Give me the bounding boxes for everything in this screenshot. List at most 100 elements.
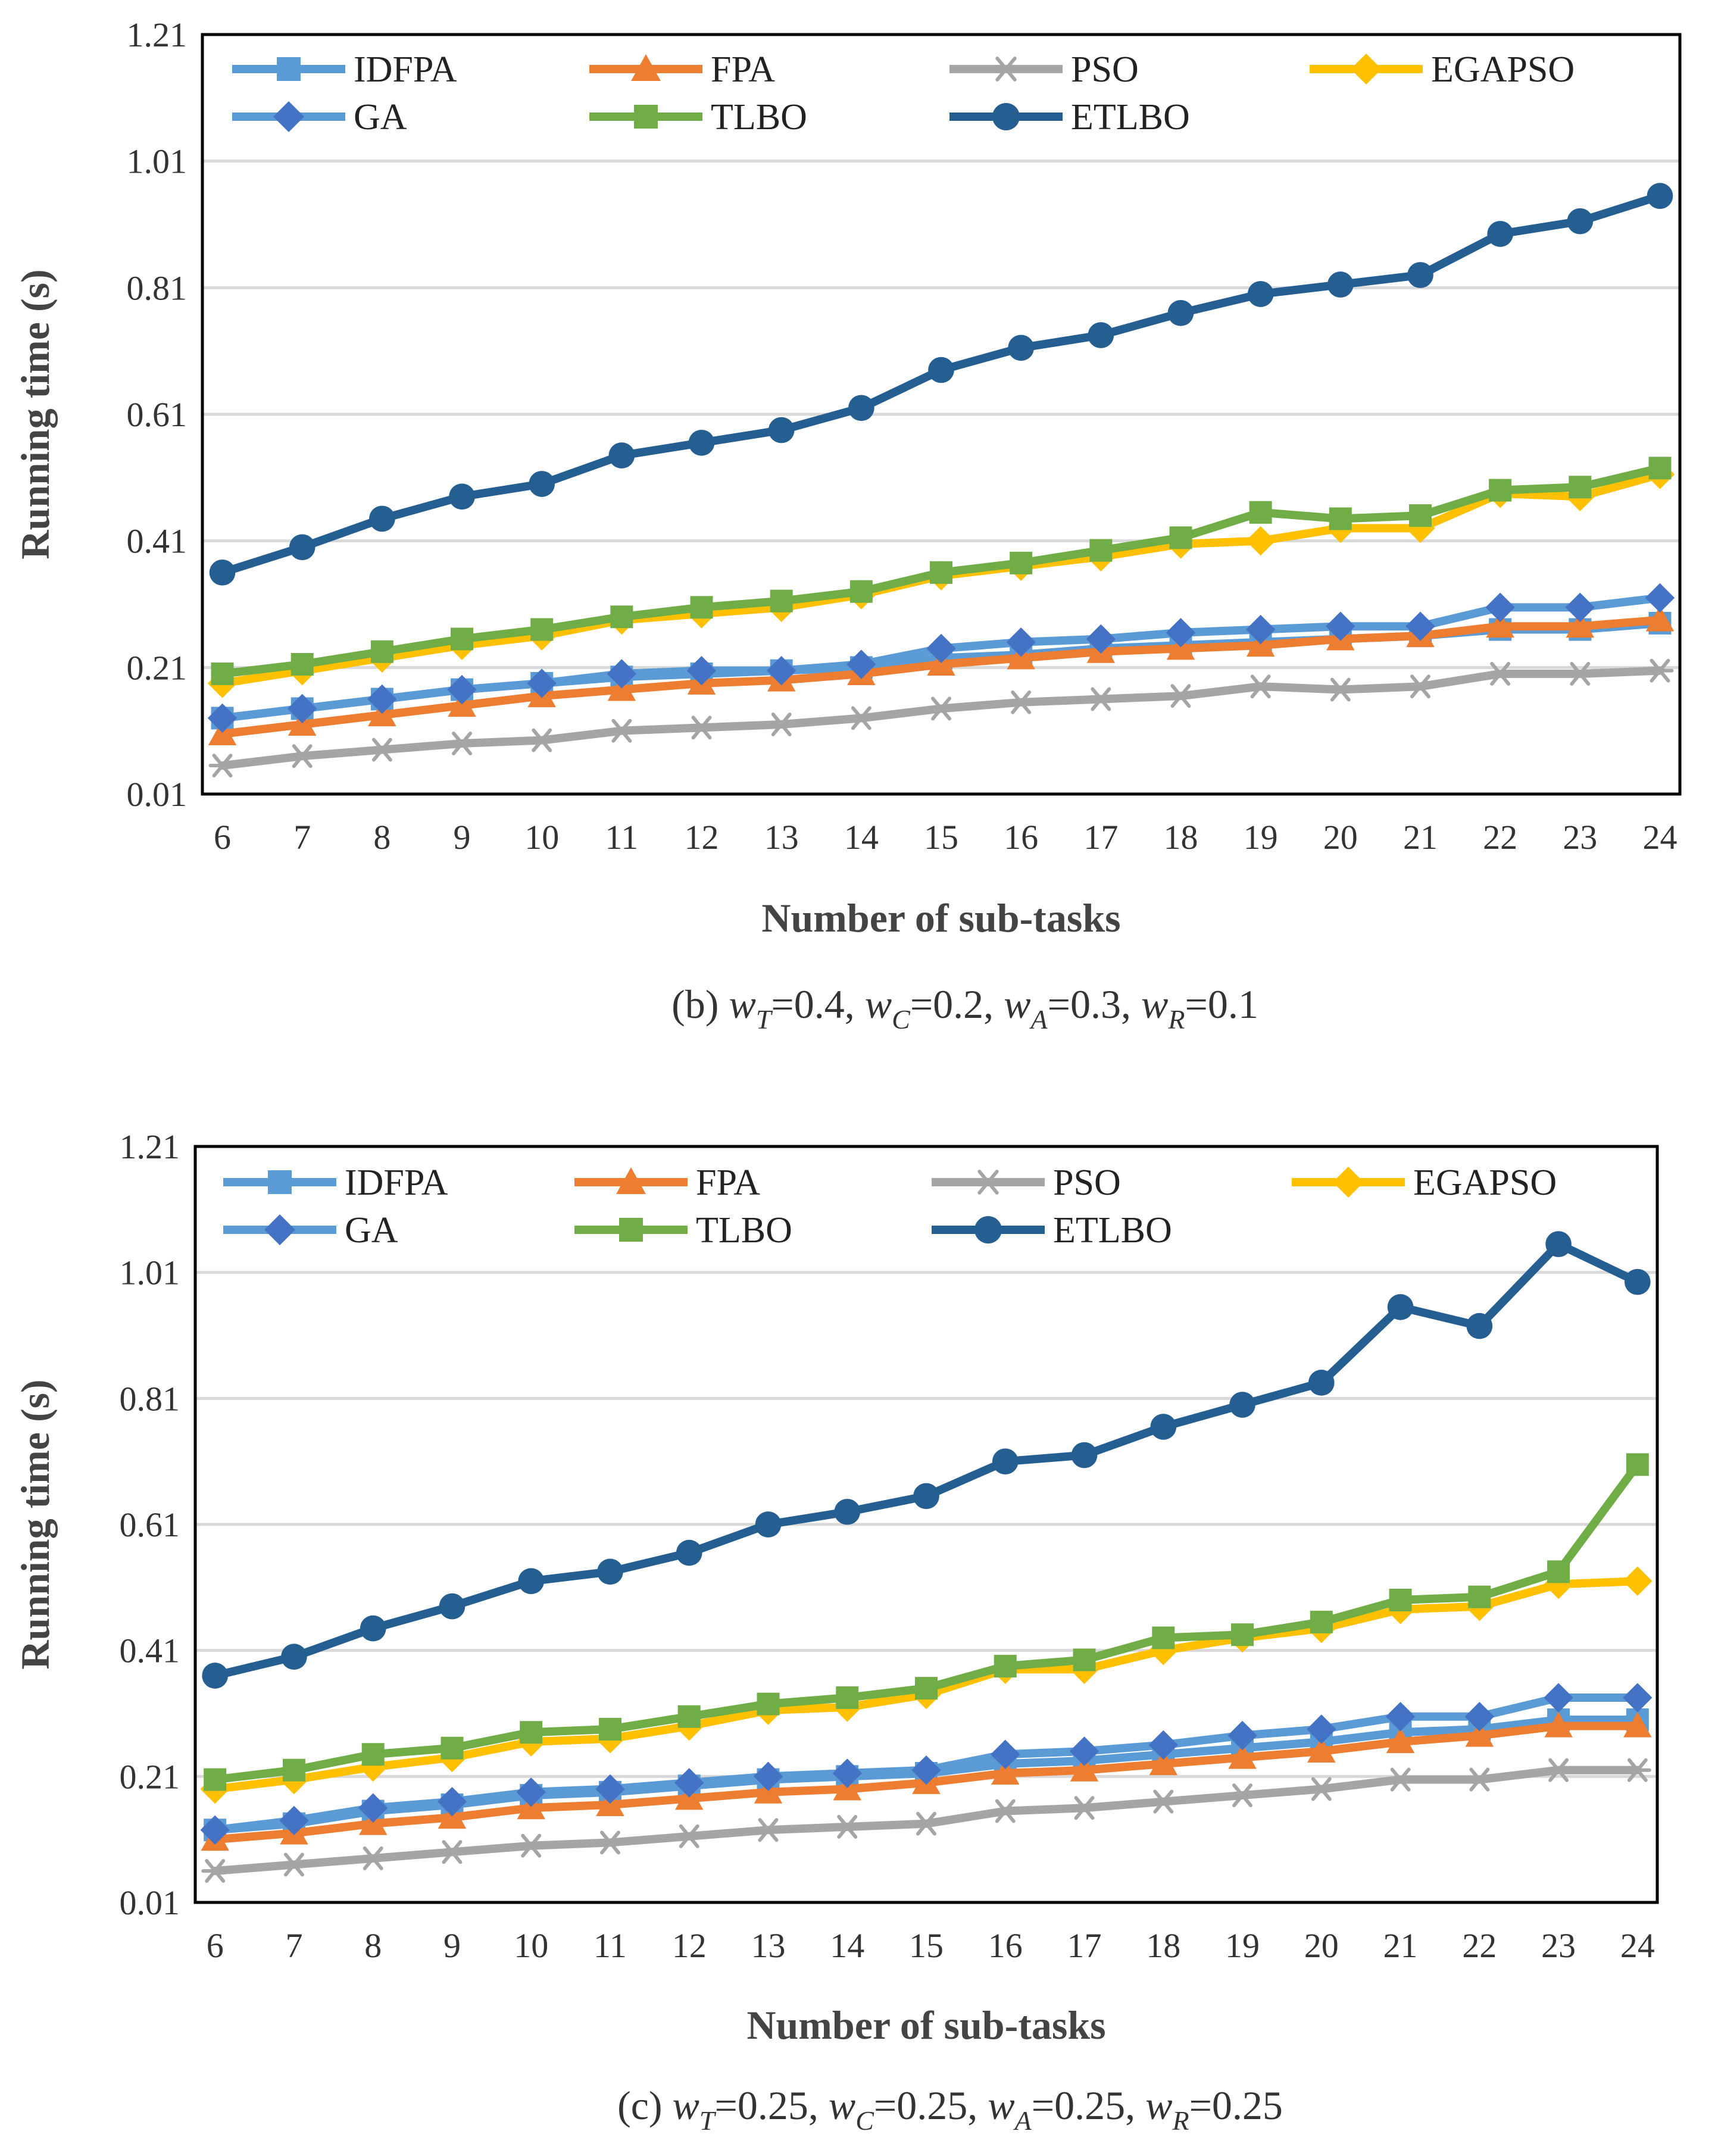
data-point [686,655,717,686]
data-point [836,1686,859,1710]
legend-marker [992,57,1020,82]
data-point [1326,677,1354,702]
data-point [280,1852,308,1877]
data-point [928,357,954,383]
data-point [768,417,795,443]
data-point [690,596,713,619]
data-point [1307,1737,1336,1763]
data-point [1407,262,1433,288]
y-tick-label: 1.01 [127,142,188,181]
legend-item: ETLBO [949,97,1190,138]
x-tick-label: 8 [364,1926,382,1965]
x-tick-label: 13 [751,1926,785,1965]
data-point [1565,592,1595,623]
data-point [1466,1767,1494,1792]
data-point [676,1539,702,1566]
series-pso [201,1758,1651,1883]
data-point [1247,674,1275,699]
data-point [1389,1589,1412,1611]
data-point [1623,1566,1653,1596]
x-tick-label: 12 [672,1926,707,1965]
data-point [1152,1626,1175,1649]
y-tick-label: 0.41 [120,1632,180,1670]
data-point [1008,335,1035,361]
series-pso [208,658,1674,778]
data-point [1169,526,1192,549]
data-point [1486,612,1514,638]
data-point [598,1717,621,1741]
data-point [1623,1711,1652,1738]
legend-item: IDFPA [232,49,457,90]
data-point [1387,1294,1414,1320]
data-point [1547,1560,1570,1583]
x-tick-label: 12 [685,818,719,857]
data-point [913,1483,939,1510]
plot-area [193,1145,1659,1904]
x-tick-label: 22 [1483,818,1517,857]
data-point [688,430,715,456]
data-point [847,706,875,730]
x-tick-label: 17 [1067,1926,1102,1965]
data-point [1545,1758,1573,1782]
series-tlbo [204,1453,1649,1791]
data-point [1544,1711,1573,1738]
x-tick-label: 14 [844,818,879,857]
series-ga [200,1683,1653,1845]
data-point [1329,507,1352,530]
data-point [1645,583,1675,613]
data-point [530,618,554,641]
data-point [1229,1392,1255,1418]
data-point [1545,1231,1572,1257]
data-point [288,693,317,724]
legend: IDFPA FPA PSO EGAPSO GA TLBO ETLBO [232,49,1575,138]
data-point [1646,658,1674,683]
data-point [361,1743,385,1766]
data-point [1228,1743,1257,1769]
figure-caption: (c) wT=0.25, wC=0.25, wA=0.25, wR=0.25 [617,2083,1283,2136]
data-point [1071,1442,1098,1468]
data-point [1249,501,1272,524]
x-tick-label: 10 [524,818,559,857]
data-point [368,738,396,762]
data-point [674,1768,704,1798]
data-point [527,668,557,698]
data-point [1624,1268,1651,1295]
data-point [1007,690,1035,714]
data-point [359,1846,387,1870]
data-point [608,718,636,743]
y-tick-label: 0.41 [127,522,188,561]
data-point [688,715,716,740]
data-point [528,728,556,752]
legend-label: FPA [696,1163,760,1203]
data-point [1487,221,1513,247]
data-point [1489,479,1512,502]
data-point [1245,614,1276,645]
x-tick-label: 17 [1083,818,1118,857]
data-point [358,1793,388,1823]
data-point [994,1655,1017,1678]
x-tick-label: 13 [764,818,799,857]
y-tick-label: 0.21 [120,1757,180,1796]
data-point [517,1833,545,1858]
data-point [753,1761,783,1792]
x-tick-label: 10 [514,1926,548,1965]
figure-caption: (b) wT=0.4, wC=0.2, wA=0.3, wR=0.1 [671,982,1258,1035]
data-point [1307,1714,1336,1744]
data-point [926,633,956,664]
data-point [927,696,955,721]
data-point [849,580,873,603]
data-point [1623,1683,1653,1713]
legend-item: ETLBO [932,1210,1172,1251]
data-point [610,605,633,629]
data-point [1073,1648,1096,1671]
data-point [1385,1702,1416,1732]
x-tick-label: 7 [285,1926,302,1965]
data-point [1231,1623,1254,1646]
data-point [1386,1727,1415,1754]
data-point [288,744,316,768]
data-point [520,1721,543,1744]
data-point [755,1511,782,1538]
y-tick-label: 0.61 [127,395,188,434]
x-tick-label: 14 [830,1926,864,1965]
legend-marker [1351,54,1382,85]
